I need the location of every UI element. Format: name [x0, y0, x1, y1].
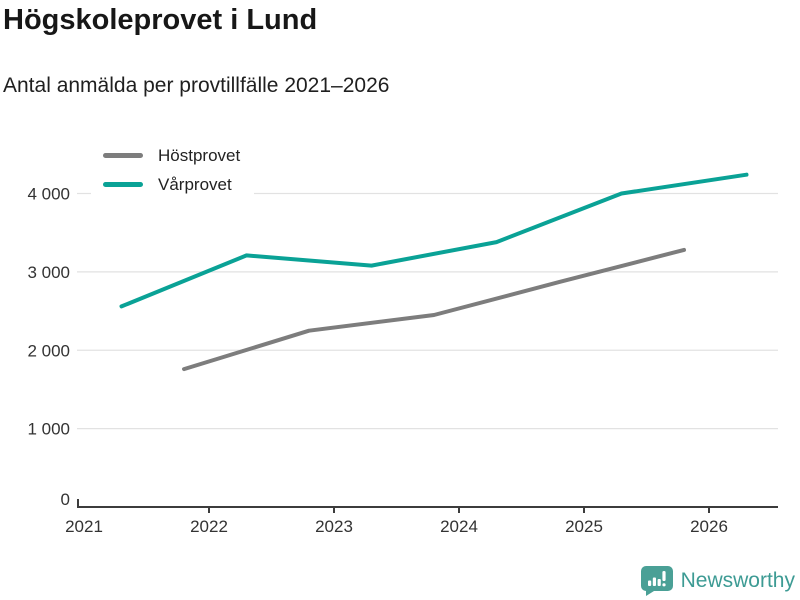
y-tick-label-0: 0 — [61, 490, 70, 509]
varprovet-line-swatch — [103, 182, 143, 187]
legend-label: Vårprovet — [158, 175, 232, 194]
hostprovet-line-swatch — [103, 153, 143, 158]
series-line-vårprovet — [119, 172, 749, 309]
series-line-höstprovet — [182, 247, 686, 372]
x-tick-label-2026: 2026 — [690, 517, 728, 536]
chart-legend: Höstprovet Vårprovet — [91, 141, 255, 207]
x-tick-label-2025: 2025 — [565, 517, 603, 536]
y-tick-label-4000: 4 000 — [27, 185, 70, 204]
legend-item-varprovet: Vårprovet — [103, 174, 240, 195]
brand-name: Newsworthy — [680, 568, 795, 592]
y-tick-label-2000: 2 000 — [27, 341, 70, 360]
legend-item-hostprovet: Höstprovet — [103, 145, 240, 166]
x-tick-label-2022: 2022 — [190, 517, 228, 536]
page-subtitle: Antal anmälda per provtillfälle 2021–202… — [3, 74, 390, 97]
legend-label: Höstprovet — [158, 146, 241, 165]
y-tick-label-3000: 3 000 — [27, 263, 70, 282]
newsworthy-brand-link[interactable]: Newsworthy — [640, 565, 795, 596]
page-title: Högskoleprovet i Lund — [3, 4, 318, 36]
x-tick-label-2024: 2024 — [440, 517, 478, 536]
x-tick-label-2021: 2021 — [65, 517, 103, 536]
newsworthy-logo-icon — [640, 566, 673, 596]
x-tick-label-2023: 2023 — [315, 517, 353, 536]
y-tick-label-1000: 1 000 — [27, 420, 70, 439]
